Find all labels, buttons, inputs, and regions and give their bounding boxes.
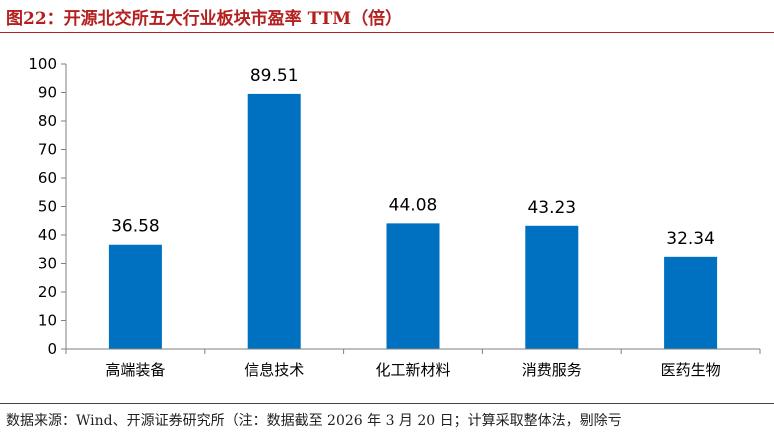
bar <box>664 256 718 349</box>
y-tick-label: 90 <box>38 84 57 102</box>
bar <box>525 225 579 349</box>
y-axis: 0 10 20 30 40 50 60 70 80 90 100 <box>28 55 67 358</box>
y-tick-label: 50 <box>38 198 57 216</box>
y-tick-label: 40 <box>38 226 57 244</box>
source-note: 数据来源：Wind、开源证券研究所（注：数据截至 2026 年 3 月 20 日… <box>6 413 622 429</box>
x-category-label: 信息技术 <box>244 361 304 379</box>
x-category-label: 高端装备 <box>105 361 165 379</box>
footer-divider <box>0 403 774 404</box>
x-axis: 高端装备 信息技术 化工新材料 消费服务 医药生物 <box>65 348 761 379</box>
bar-series: 36.58 89.51 44.08 43.23 32.34 <box>108 66 718 349</box>
data-label: 32.34 <box>666 229 715 249</box>
data-label: 43.23 <box>527 198 576 218</box>
x-category-label: 医药生物 <box>661 361 721 379</box>
x-category-label: 消费服务 <box>522 361 582 379</box>
bar <box>386 223 440 349</box>
y-tick-label: 0 <box>47 340 57 358</box>
y-tick-label: 70 <box>38 141 57 159</box>
data-label: 36.58 <box>111 217 160 237</box>
y-tick-label: 20 <box>38 283 57 301</box>
y-tick-label: 100 <box>28 55 57 73</box>
bar-chart: 0 10 20 30 40 50 60 70 80 90 100 36.58 89.51 44.08 43… <box>28 55 761 379</box>
data-label: 89.51 <box>250 66 299 86</box>
y-tick-label: 80 <box>38 112 57 130</box>
y-tick-label: 30 <box>38 255 57 273</box>
bar <box>247 93 301 349</box>
figure-title: 图22：开源北交所五大行业板块市盈率 TTM（倍） <box>6 9 403 29</box>
data-label: 44.08 <box>389 195 438 215</box>
title-divider <box>0 32 774 33</box>
x-category-label: 化工新材料 <box>375 361 450 379</box>
bar <box>108 244 162 349</box>
y-tick-label: 10 <box>38 312 57 330</box>
y-tick-label: 60 <box>38 169 57 187</box>
